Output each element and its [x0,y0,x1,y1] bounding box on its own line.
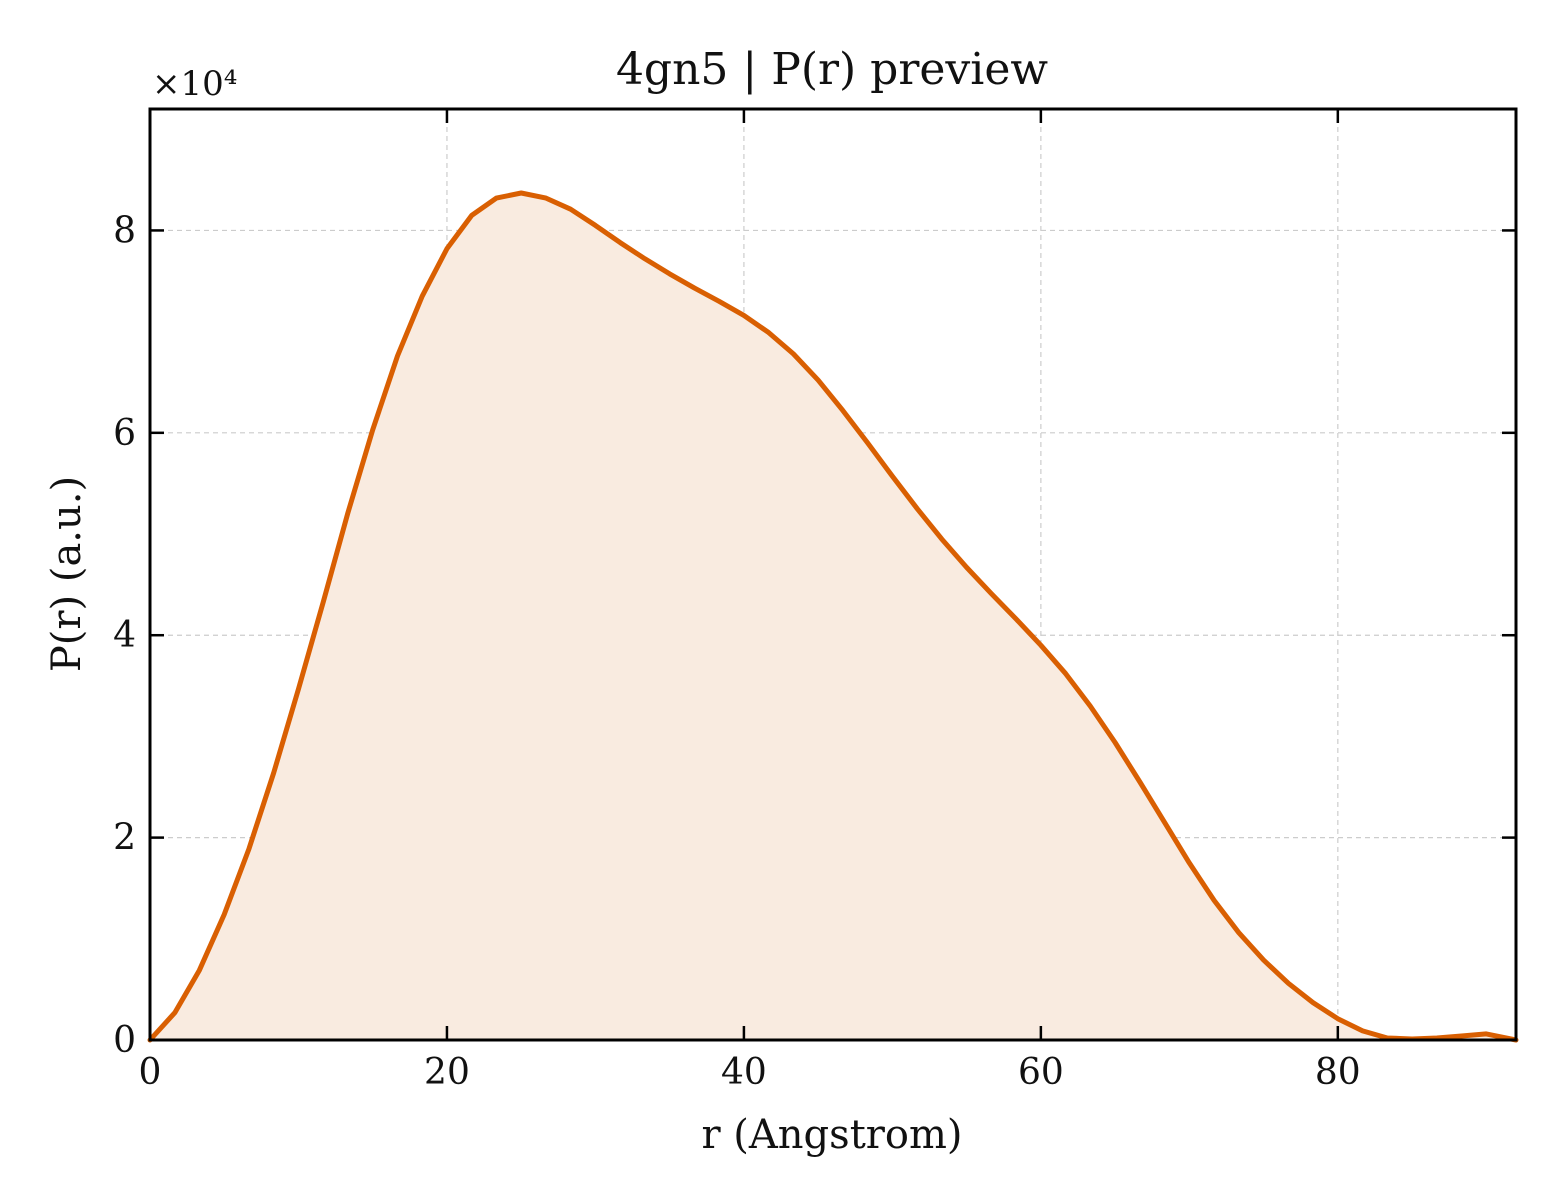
x-tick-label: 40 [721,1052,767,1093]
y-tick-label: 4 [113,615,136,656]
y-tick-label: 2 [113,818,136,859]
x-tick-label: 20 [424,1052,470,1093]
y-axis-label: P(r) (a.u.) [44,476,90,672]
x-tick-label: 80 [1315,1052,1361,1093]
axis-ticks: 0 20 40 60 80 0 2 4 6 8 [113,109,1516,1093]
y-tick-label: 8 [113,210,136,251]
x-tick-label: 0 [139,1052,162,1093]
pr-area-fill [150,193,1516,1040]
y-tick-label: 6 [113,413,136,454]
x-tick-label: 60 [1018,1052,1064,1093]
y-tick-label: 0 [113,1020,136,1061]
chart-title: 4gn5 | P(r) preview [616,44,1048,95]
x-axis-label: r (Angstrom) [701,1112,962,1158]
plot-frame [148,107,1518,1042]
pr-series-line [147,190,1519,1043]
y-axis-multiplier: ×10⁴ [152,64,237,104]
